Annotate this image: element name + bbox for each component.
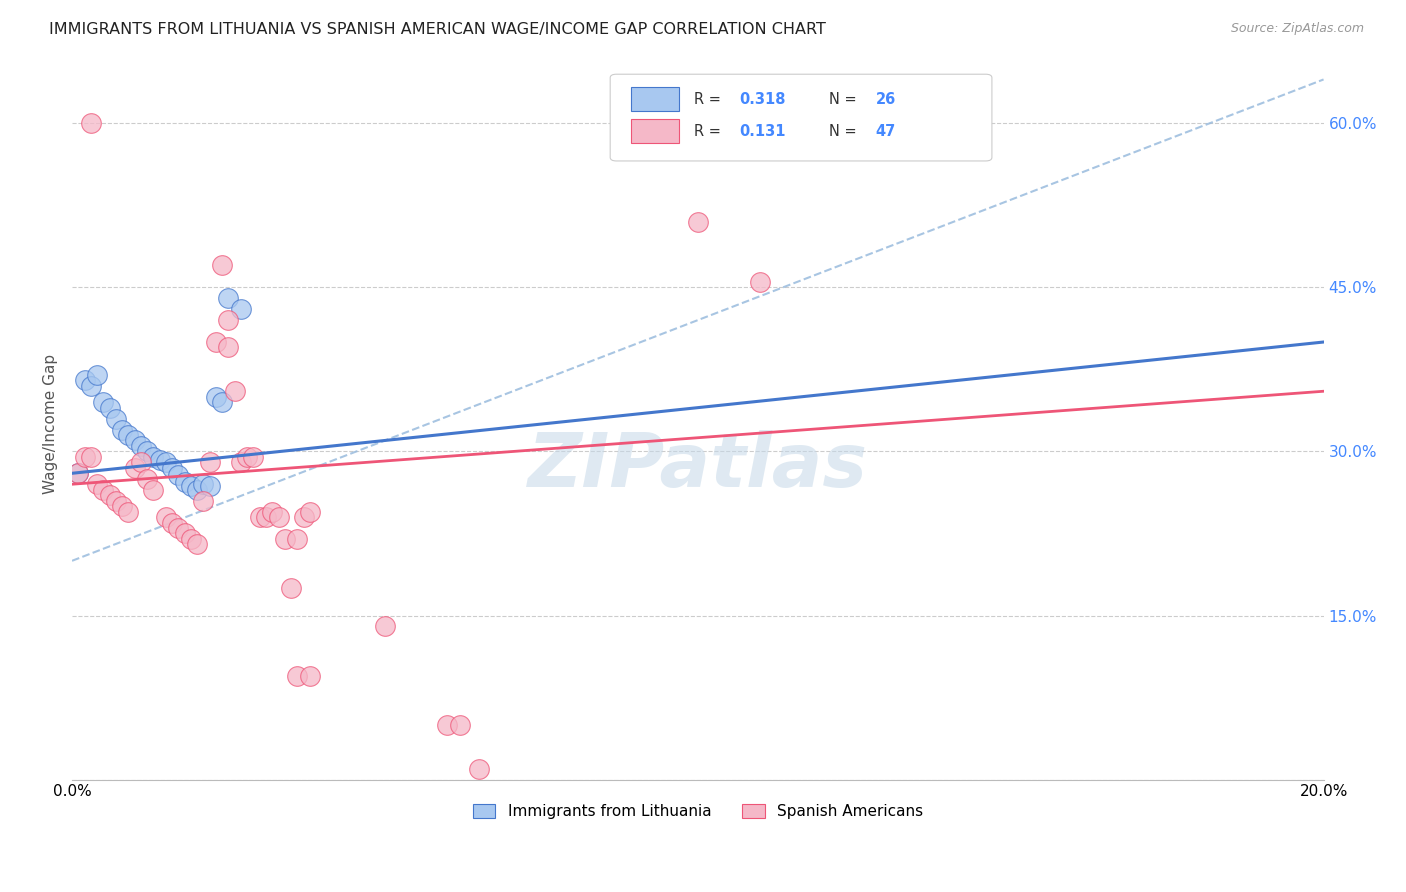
- Text: 0.131: 0.131: [740, 124, 786, 138]
- Point: [436, 718, 458, 732]
- Point: [180, 532, 202, 546]
- Point: [111, 423, 134, 437]
- Point: [374, 619, 396, 633]
- Point: [749, 275, 772, 289]
- Point: [229, 455, 252, 469]
- Point: [129, 439, 152, 453]
- Point: [229, 302, 252, 317]
- Point: [98, 401, 121, 415]
- Point: [91, 395, 114, 409]
- Point: [449, 718, 471, 732]
- Point: [236, 450, 259, 464]
- Point: [124, 434, 146, 448]
- Point: [298, 668, 321, 682]
- Point: [186, 537, 208, 551]
- Point: [136, 444, 159, 458]
- Point: [111, 499, 134, 513]
- Point: [224, 384, 246, 399]
- Point: [160, 516, 183, 530]
- Point: [280, 581, 302, 595]
- Point: [98, 488, 121, 502]
- Point: [73, 450, 96, 464]
- Point: [193, 493, 215, 508]
- Point: [117, 505, 139, 519]
- Text: N =: N =: [830, 124, 862, 138]
- Point: [67, 467, 90, 481]
- Point: [155, 510, 177, 524]
- Point: [80, 378, 103, 392]
- Text: ZIPatlas: ZIPatlas: [527, 430, 868, 503]
- Point: [198, 455, 221, 469]
- Point: [198, 479, 221, 493]
- Point: [217, 291, 239, 305]
- Point: [217, 313, 239, 327]
- Point: [205, 334, 228, 349]
- FancyBboxPatch shape: [631, 119, 679, 144]
- Point: [124, 460, 146, 475]
- Point: [211, 395, 233, 409]
- Point: [298, 505, 321, 519]
- Text: 0.318: 0.318: [740, 92, 786, 107]
- Point: [249, 510, 271, 524]
- Point: [80, 450, 103, 464]
- Point: [104, 411, 127, 425]
- Point: [173, 526, 195, 541]
- Point: [80, 116, 103, 130]
- Point: [686, 215, 709, 229]
- Point: [86, 368, 108, 382]
- Point: [104, 493, 127, 508]
- Point: [86, 477, 108, 491]
- Point: [217, 341, 239, 355]
- Point: [149, 453, 172, 467]
- Text: 26: 26: [876, 92, 896, 107]
- Point: [167, 468, 190, 483]
- Point: [67, 467, 90, 481]
- Point: [129, 455, 152, 469]
- Point: [242, 450, 264, 464]
- Point: [285, 532, 308, 546]
- Point: [285, 668, 308, 682]
- Text: N =: N =: [830, 92, 862, 107]
- Point: [117, 428, 139, 442]
- FancyBboxPatch shape: [610, 74, 991, 161]
- Point: [142, 483, 165, 497]
- Text: 47: 47: [876, 124, 896, 138]
- Point: [292, 510, 315, 524]
- Point: [73, 373, 96, 387]
- Text: Source: ZipAtlas.com: Source: ZipAtlas.com: [1230, 22, 1364, 36]
- Text: IMMIGRANTS FROM LITHUANIA VS SPANISH AMERICAN WAGE/INCOME GAP CORRELATION CHART: IMMIGRANTS FROM LITHUANIA VS SPANISH AME…: [49, 22, 827, 37]
- Point: [468, 762, 491, 776]
- Point: [211, 259, 233, 273]
- Point: [173, 475, 195, 489]
- Y-axis label: Wage/Income Gap: Wage/Income Gap: [44, 354, 58, 494]
- Text: R =: R =: [695, 124, 725, 138]
- Point: [142, 450, 165, 464]
- FancyBboxPatch shape: [631, 87, 679, 112]
- Point: [267, 510, 290, 524]
- Point: [180, 479, 202, 493]
- Point: [205, 390, 228, 404]
- Point: [136, 472, 159, 486]
- Text: R =: R =: [695, 92, 725, 107]
- Point: [274, 532, 297, 546]
- Point: [262, 505, 284, 519]
- Point: [91, 483, 114, 497]
- Point: [186, 483, 208, 497]
- Point: [193, 477, 215, 491]
- Point: [155, 455, 177, 469]
- Point: [167, 521, 190, 535]
- Point: [160, 460, 183, 475]
- Point: [254, 510, 277, 524]
- Legend: Immigrants from Lithuania, Spanish Americans: Immigrants from Lithuania, Spanish Ameri…: [467, 798, 929, 825]
